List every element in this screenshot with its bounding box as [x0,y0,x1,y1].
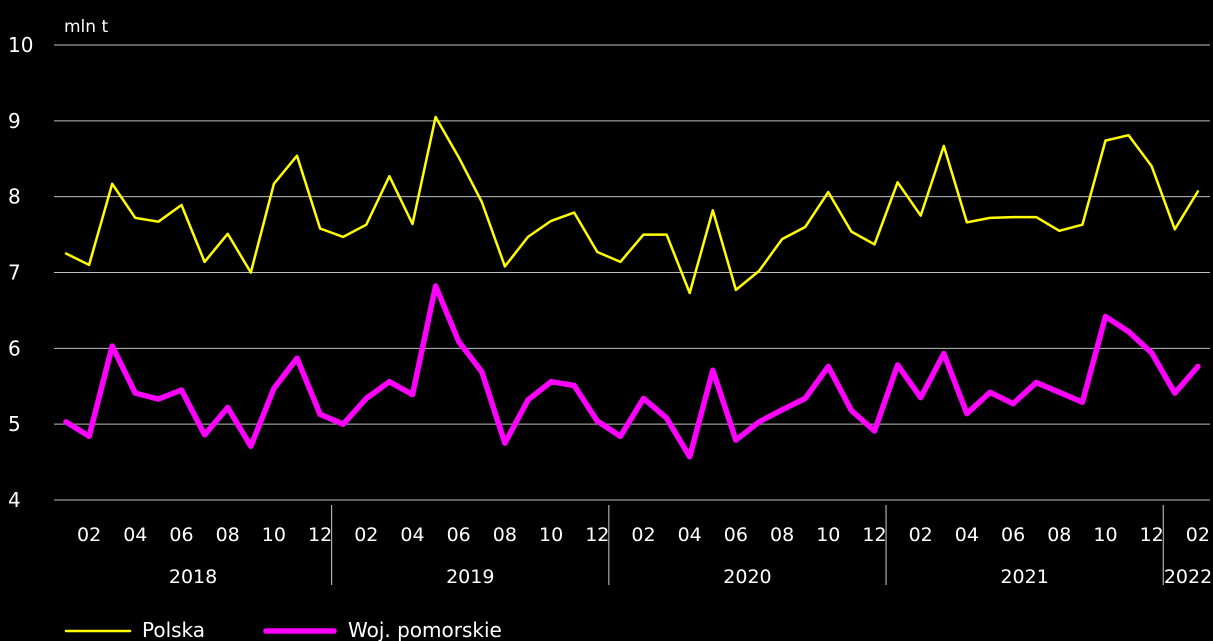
year-label-2019: 2019 [446,566,494,588]
y-axis: 4 5 6 7 8 9 10 [8,33,33,512]
x-tick-label: 04 [123,524,147,546]
gridlines [54,44,1210,501]
x-tick-label: 08 [493,524,517,546]
x-tick-label: 08 [770,524,794,546]
legend: Polska Woj. pomorskie [64,618,502,641]
x-tick-label: 12 [308,524,332,546]
x-tick-label: 04 [678,524,702,546]
series-line-polska [64,115,1200,295]
x-tick-label: 10 [262,524,286,546]
x-tick-label: 02 [77,524,101,546]
legend-label: Polska [142,618,205,641]
x-tick-label: 02 [1186,524,1210,546]
x-tick-label: 02 [631,524,655,546]
x-tick-label: 06 [169,524,193,546]
x-tick-label: 06 [1001,524,1025,546]
x-tick-label: 04 [955,524,979,546]
series-line-woj-pomorskie [63,283,1201,460]
x-tick-label: 08 [216,524,240,546]
unit-label: mln t [64,17,108,37]
x-tick-label: 08 [1047,524,1071,546]
series-lines [63,115,1201,460]
y-tick-label: 4 [8,488,21,512]
year-label-2022: 2022 [1164,566,1212,588]
x-tick-label: 02 [354,524,378,546]
y-tick-label: 6 [8,336,21,360]
x-tick-label: 12 [585,524,609,546]
x-tick-label: 06 [724,524,748,546]
x-tick-label: 10 [816,524,840,546]
legend-label: Woj. pomorskie [348,618,502,641]
x-tick-label: 10 [1093,524,1117,546]
y-tick-label: 9 [8,109,21,133]
y-tick-label: 10 [8,33,33,57]
year-label-2020: 2020 [723,566,771,588]
x-tick-label: 02 [909,524,933,546]
y-tick-label: 7 [8,261,21,285]
x-tick-label: 12 [862,524,886,546]
year-label-2018: 2018 [169,566,217,588]
x-tick-label: 12 [1140,524,1164,546]
year-label-2021: 2021 [1000,566,1048,588]
x-tick-label: 10 [539,524,563,546]
y-tick-label: 8 [8,185,21,209]
x-tick-label: 04 [400,524,424,546]
x-tick-label: 06 [447,524,471,546]
x-axis: 02 04 06 08 10 12 02 04 06 08 10 12 02 04 06 08 10 12 02 04… [77,505,1212,588]
y-tick-label: 5 [8,412,21,436]
